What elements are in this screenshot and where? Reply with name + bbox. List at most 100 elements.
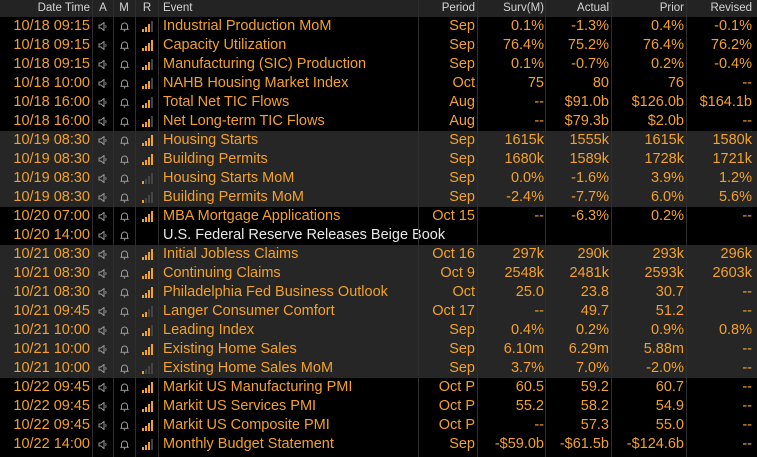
speaker-icon[interactable] xyxy=(94,112,112,131)
header-event[interactable]: Event xyxy=(163,2,193,14)
table-row[interactable]: 10/21 08:30 Philadelphia Fed Business Out… xyxy=(0,283,757,302)
prior-value: 0.2% xyxy=(650,56,684,72)
row-time: 09:45 xyxy=(53,379,90,395)
speaker-icon[interactable] xyxy=(94,340,112,359)
speaker-icon[interactable] xyxy=(94,321,112,340)
relevance-bar xyxy=(150,192,153,203)
speaker-icon[interactable] xyxy=(94,378,112,397)
event-period: Oct P xyxy=(438,379,475,395)
row-date-time: 10/18 10:00 xyxy=(0,74,90,93)
table-row[interactable]: 10/21 08:30 Initial Jobless Claims Oct 16 2… xyxy=(0,245,757,264)
prior-value: 30.7 xyxy=(655,284,684,300)
column-divider xyxy=(92,0,93,457)
bell-icon[interactable] xyxy=(115,264,133,283)
speaker-icon[interactable] xyxy=(94,302,112,321)
bell-icon[interactable] xyxy=(115,55,133,74)
speaker-icon[interactable] xyxy=(94,283,112,302)
bell-icon[interactable] xyxy=(115,340,133,359)
bell-icon[interactable] xyxy=(115,169,133,188)
table-row[interactable]: 10/22 14:00 Monthly Budget Statement Sep -$… xyxy=(0,435,757,454)
relevance-bar xyxy=(147,43,150,51)
bell-icon[interactable] xyxy=(115,321,133,340)
relevance-bar xyxy=(150,325,153,336)
table-row[interactable]: 10/20 07:00 MBA Mortgage Applications Oct … xyxy=(0,207,757,226)
table-row[interactable]: 10/21 10:00 Leading Index Sep 0.4% 0.2% 0.9% 0… xyxy=(0,321,757,340)
relevance-bar xyxy=(141,352,144,355)
relevance-bar xyxy=(144,46,147,51)
relevance-bar xyxy=(144,274,147,279)
bell-icon[interactable] xyxy=(115,188,133,207)
row-date-time: 10/19 08:30 xyxy=(0,131,90,150)
survey-value: 60.5 xyxy=(515,379,544,395)
table-row[interactable]: 10/19 08:30 Building Permits MoM Sep -2.4% -… xyxy=(0,188,757,207)
speaker-icon[interactable] xyxy=(94,435,112,454)
bell-icon[interactable] xyxy=(115,226,133,245)
bell-icon[interactable] xyxy=(115,93,133,112)
bell-icon[interactable] xyxy=(115,207,133,226)
header-date-time[interactable]: Date Time xyxy=(37,2,90,14)
table-row[interactable]: 10/21 08:30 Continuing Claims Oct 9 2548k 24… xyxy=(0,264,757,283)
speaker-icon[interactable] xyxy=(94,264,112,283)
table-row[interactable]: 10/19 08:30 Housing Starts MoM Sep 0.0% -1.6… xyxy=(0,169,757,188)
header-survey[interactable]: Surv(M) xyxy=(503,2,544,14)
speaker-icon[interactable] xyxy=(94,207,112,226)
speaker-icon[interactable] xyxy=(94,226,112,245)
table-row[interactable]: 10/18 09:15 Manufacturing (SIC) Productio… xyxy=(0,55,757,74)
bell-icon[interactable] xyxy=(115,283,133,302)
table-row[interactable]: 10/22 09:45 Markit US Manufacturing PMI Oc… xyxy=(0,378,757,397)
bell-icon[interactable] xyxy=(115,416,133,435)
actual-value: $79.3b xyxy=(564,113,609,129)
speaker-icon[interactable] xyxy=(94,188,112,207)
bell-icon[interactable] xyxy=(115,397,133,416)
header-relevance[interactable]: R xyxy=(142,2,152,14)
table-row[interactable]: 10/18 09:15 Capacity Utilization Sep 76.4% 7… xyxy=(0,36,757,55)
header-alert[interactable]: A xyxy=(99,2,107,14)
speaker-icon[interactable] xyxy=(94,17,112,36)
bell-icon[interactable] xyxy=(115,112,133,131)
relevance-bar xyxy=(141,390,144,393)
speaker-icon[interactable] xyxy=(94,55,112,74)
header-revised[interactable]: Revised xyxy=(710,2,752,14)
bell-icon[interactable] xyxy=(115,150,133,169)
header-period[interactable]: Period xyxy=(441,2,475,14)
table-row[interactable]: 10/19 08:30 Building Permits Sep 1680k 1589k… xyxy=(0,150,757,169)
speaker-icon[interactable] xyxy=(94,131,112,150)
header-prior[interactable]: Prior xyxy=(659,2,684,14)
bell-icon[interactable] xyxy=(115,302,133,321)
table-row[interactable]: 10/20 14:00 U.S. Federal Reserve Releases… xyxy=(0,226,757,245)
table-row[interactable]: 10/22 09:45 Markit US Services PMI Oct P 55… xyxy=(0,397,757,416)
speaker-icon[interactable] xyxy=(94,359,112,378)
bell-icon[interactable] xyxy=(115,245,133,264)
bell-icon[interactable] xyxy=(115,17,133,36)
table-row[interactable]: 10/18 09:15 Industrial Production MoM Sep 0… xyxy=(0,17,757,36)
speaker-icon[interactable] xyxy=(94,169,112,188)
bell-icon[interactable] xyxy=(115,435,133,454)
actual-value xyxy=(546,226,609,245)
speaker-icon[interactable] xyxy=(94,74,112,93)
table-row[interactable]: 10/18 16:00 Net Long-term TIC Flows Aug -- $… xyxy=(0,112,757,131)
speaker-icon[interactable] xyxy=(94,397,112,416)
speaker-icon[interactable] xyxy=(94,36,112,55)
table-row[interactable]: 10/19 08:30 Housing Starts Sep 1615k 1555k 16… xyxy=(0,131,757,150)
event-name: NAHB Housing Market Index xyxy=(163,75,349,91)
header-mute[interactable]: M xyxy=(119,2,129,14)
speaker-icon[interactable] xyxy=(94,245,112,264)
table-row[interactable]: 10/18 10:00 NAHB Housing Market Index Oct 7… xyxy=(0,74,757,93)
bell-icon[interactable] xyxy=(115,36,133,55)
table-row[interactable]: 10/21 10:00 Existing Home Sales Sep 6.10m 6.… xyxy=(0,340,757,359)
speaker-icon[interactable] xyxy=(94,150,112,169)
revised-value: 2603k xyxy=(712,265,752,281)
speaker-icon[interactable] xyxy=(94,416,112,435)
header-actual[interactable]: Actual xyxy=(577,2,609,14)
bell-icon[interactable] xyxy=(115,131,133,150)
speaker-icon[interactable] xyxy=(94,93,112,112)
table-row[interactable]: 10/18 16:00 Total Net TIC Flows Aug -- $91.0… xyxy=(0,93,757,112)
table-row[interactable]: 10/21 10:00 Existing Home Sales MoM Sep 3.7… xyxy=(0,359,757,378)
bell-icon[interactable] xyxy=(115,359,133,378)
bell-icon[interactable] xyxy=(115,378,133,397)
column-header-row: Date Time A M R Event Period Surv(M) Act… xyxy=(0,0,757,17)
table-row[interactable]: 10/22 09:45 Markit US Composite PMI Oct P -… xyxy=(0,416,757,435)
table-row[interactable]: 10/21 09:45 Langer Consumer Comfort Oct 17… xyxy=(0,302,757,321)
bell-icon[interactable] xyxy=(115,74,133,93)
row-date: 10/21 xyxy=(13,265,50,281)
